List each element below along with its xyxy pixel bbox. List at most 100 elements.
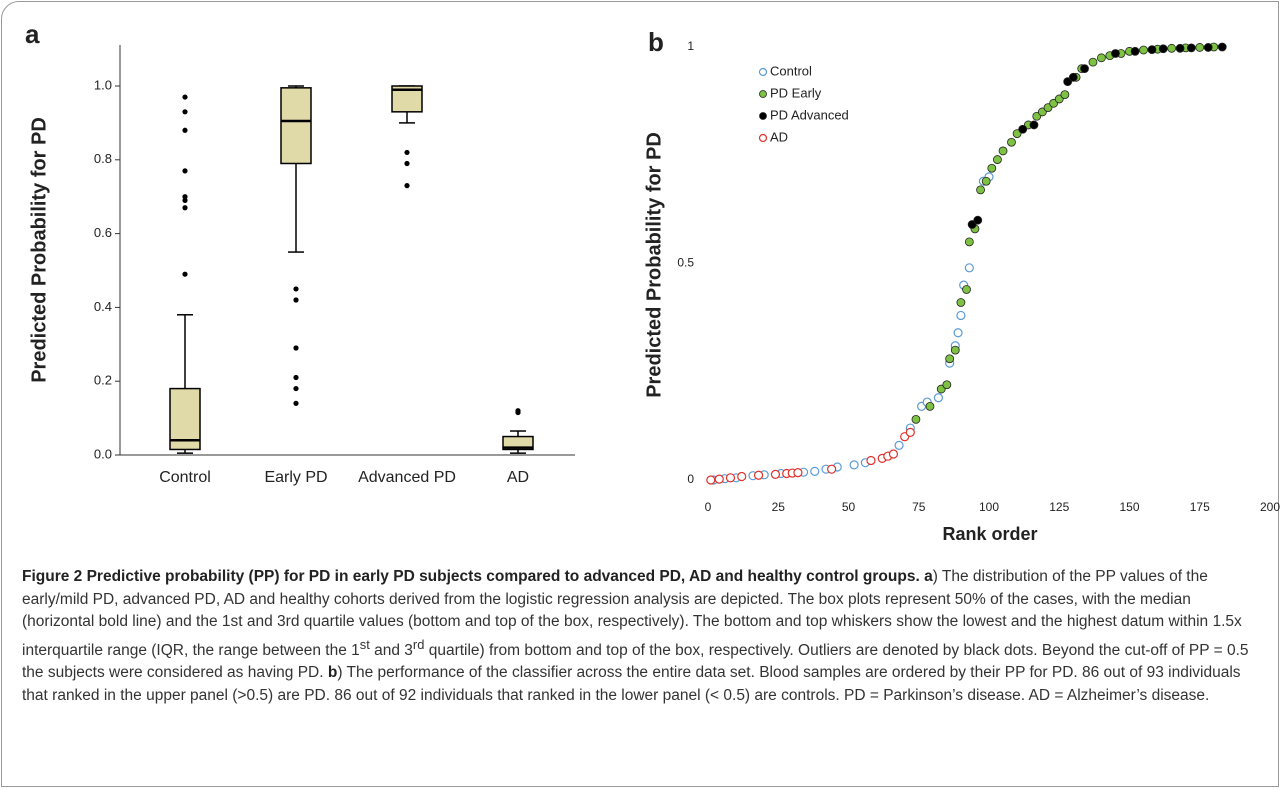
caption-panel-ref: b — [327, 664, 338, 682]
caption-text: ) The distribution of the PP values of t… — [22, 568, 1242, 659]
outlier — [404, 149, 410, 156]
point — [1068, 72, 1078, 82]
x-tick-label: 200 — [1260, 500, 1280, 514]
box — [280, 87, 312, 165]
point — [1080, 64, 1089, 74]
point — [1139, 45, 1148, 55]
point — [1203, 43, 1213, 52]
outlier — [404, 160, 410, 167]
point — [1018, 124, 1028, 134]
legend-marker — [759, 112, 767, 120]
y-axis-label: Predicted Probability for PD — [643, 132, 665, 398]
outlier — [293, 297, 299, 303]
x-tick-label: 75 — [912, 500, 926, 514]
point — [964, 263, 974, 273]
caption-text: quartile) from bottom and top of the box… — [22, 641, 1249, 682]
x-tick-label: AD — [507, 469, 529, 486]
point — [1217, 42, 1227, 52]
box — [502, 435, 534, 451]
point — [1130, 46, 1140, 56]
y-tick-label: 0 — [687, 472, 694, 486]
outlier — [293, 374, 299, 381]
y-tick-label: 0.4 — [94, 299, 112, 314]
x-tick-label: 150 — [1119, 500, 1139, 514]
point — [933, 393, 944, 403]
outlier — [182, 127, 188, 133]
caption-sup: st — [359, 636, 370, 652]
point — [1007, 137, 1016, 147]
point — [888, 449, 899, 459]
caption: Figure 2 Predictive probability (PP) for… — [22, 566, 1267, 707]
point — [1111, 49, 1120, 58]
point — [725, 473, 736, 483]
x-tick-label: Early PD — [264, 469, 327, 486]
outlier — [182, 271, 188, 277]
x-tick-label: 100 — [979, 500, 999, 514]
point — [1195, 43, 1205, 52]
outlier — [293, 286, 299, 292]
y-axis-label: Predicted Probability for PD — [28, 117, 50, 383]
point — [894, 440, 904, 450]
x-tick-label: 50 — [842, 500, 856, 514]
legend-label: AD — [770, 129, 788, 144]
point — [1029, 120, 1039, 130]
outlier — [404, 183, 410, 189]
point — [993, 155, 1002, 164]
y-tick-label: 0.6 — [94, 225, 112, 240]
point — [1060, 90, 1070, 100]
figure: a b Predicted Probability for PD Predict… — [25, 19, 1280, 544]
point — [973, 215, 983, 225]
legend-marker — [758, 133, 768, 143]
point — [737, 471, 747, 482]
point — [753, 470, 764, 480]
y-tick-label: 0.8 — [94, 151, 112, 166]
point — [1088, 57, 1098, 67]
x-tick-label: Advanced PD — [358, 469, 456, 486]
point — [905, 427, 915, 437]
outlier — [182, 109, 188, 115]
point — [964, 237, 974, 247]
point — [942, 380, 952, 390]
point — [998, 146, 1008, 156]
point — [976, 185, 985, 195]
point — [706, 475, 716, 485]
point — [1167, 43, 1177, 53]
x-tick-label: 25 — [772, 500, 786, 514]
panel-label: b — [648, 27, 664, 57]
point — [1097, 53, 1106, 63]
x-tick-label: 125 — [1049, 500, 1069, 514]
y-tick-label: 0.5 — [677, 256, 694, 270]
point — [950, 345, 960, 355]
legend-label: PD Early — [770, 85, 822, 100]
point — [956, 298, 966, 307]
outlier — [182, 205, 188, 211]
outlier — [182, 194, 188, 200]
legend-marker — [759, 90, 767, 98]
y-tick-label: 0.0 — [94, 446, 112, 461]
point — [793, 468, 803, 478]
point — [1147, 45, 1157, 54]
legend-marker — [758, 67, 768, 77]
y-tick-label: 1 — [687, 39, 694, 53]
caption-text: ) The performance of the classifier acro… — [22, 664, 1241, 704]
x-tick-label: 175 — [1190, 500, 1210, 514]
point — [911, 414, 921, 424]
point — [714, 474, 724, 484]
point — [1158, 44, 1168, 54]
point — [810, 466, 820, 476]
point — [962, 285, 971, 294]
legend-label: PD Advanced — [770, 107, 849, 122]
outlier — [293, 385, 299, 392]
point — [1186, 43, 1196, 53]
y-tick-label: 0.2 — [94, 373, 112, 388]
point — [981, 176, 991, 186]
point — [945, 354, 955, 364]
point — [770, 469, 781, 479]
x-tick-label: Control — [159, 469, 211, 486]
x-tick-label: 0 — [705, 500, 712, 514]
point — [953, 328, 963, 338]
panel-label: a — [25, 19, 40, 49]
outlier — [293, 400, 299, 406]
